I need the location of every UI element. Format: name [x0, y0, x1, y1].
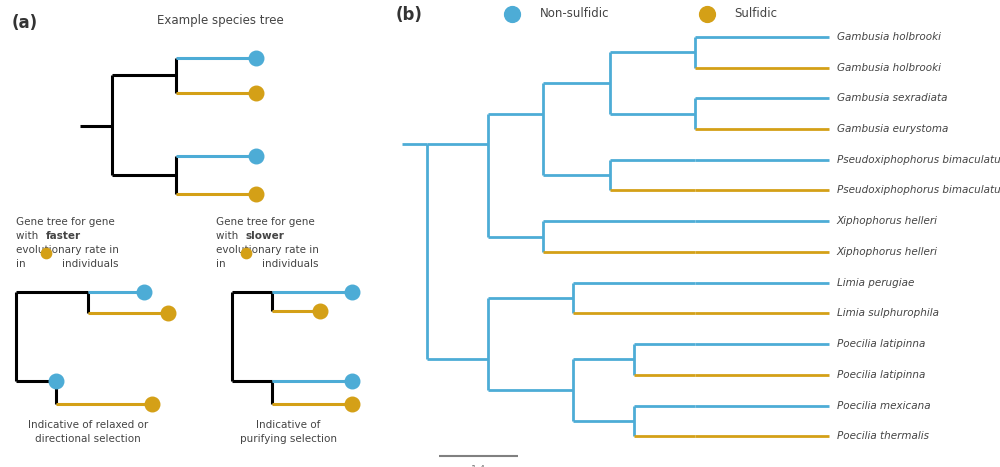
Point — [699, 10, 715, 18]
Text: (b): (b) — [396, 6, 423, 24]
Text: individuals: individuals — [62, 259, 119, 269]
Text: Pseudoxiphophorus bimaculatus: Pseudoxiphophorus bimaculatus — [837, 155, 1000, 165]
Text: Example species tree: Example species tree — [157, 14, 283, 27]
Point — [248, 90, 264, 97]
Point — [48, 377, 64, 384]
Text: Pseudoxiphophorus bimaculatus: Pseudoxiphophorus bimaculatus — [837, 185, 1000, 196]
Text: Poecilia thermalis: Poecilia thermalis — [837, 432, 929, 441]
Text: Sulfidic: Sulfidic — [735, 7, 778, 21]
Text: slower: slower — [246, 231, 285, 241]
Point — [248, 55, 264, 62]
Text: Non-sulfidic: Non-sulfidic — [539, 7, 609, 21]
Text: Gambusia holbrooki: Gambusia holbrooki — [837, 32, 941, 42]
Text: Gambusia sexradiata: Gambusia sexradiata — [837, 93, 947, 103]
Text: Xiphophorus helleri: Xiphophorus helleri — [837, 247, 938, 257]
Text: evolutionary rate in: evolutionary rate in — [16, 245, 119, 255]
Point — [344, 377, 360, 384]
Point — [504, 10, 520, 18]
Text: Gene tree for gene: Gene tree for gene — [16, 217, 115, 227]
Text: Gambusia eurystoma: Gambusia eurystoma — [837, 124, 948, 134]
Text: Gambusia holbrooki: Gambusia holbrooki — [837, 63, 941, 72]
Point — [144, 400, 160, 408]
Text: Limia perugiae: Limia perugiae — [837, 278, 914, 288]
Text: evolutionary rate in: evolutionary rate in — [216, 245, 319, 255]
Text: Poecilia latipinna: Poecilia latipinna — [837, 339, 925, 349]
Point — [312, 307, 328, 314]
Text: Xiphophorus helleri: Xiphophorus helleri — [837, 216, 938, 226]
Text: faster: faster — [46, 231, 81, 241]
Text: individuals: individuals — [262, 259, 318, 269]
Point — [248, 153, 264, 160]
Point — [38, 249, 54, 257]
Text: with: with — [216, 231, 242, 241]
Text: Poecilia latipinna: Poecilia latipinna — [837, 370, 925, 380]
Text: Indicative of relaxed or
directional selection: Indicative of relaxed or directional sel… — [28, 420, 148, 444]
Point — [160, 309, 176, 317]
Point — [238, 249, 254, 257]
Point — [344, 400, 360, 408]
Point — [136, 288, 152, 296]
Text: (a): (a) — [12, 14, 38, 32]
Text: Indicative of
purifying selection: Indicative of purifying selection — [240, 420, 336, 444]
Text: with: with — [16, 231, 42, 241]
Point — [344, 288, 360, 296]
Text: Limia sulphurophila: Limia sulphurophila — [837, 308, 939, 318]
Text: 1.4: 1.4 — [471, 465, 486, 467]
Text: Poecilia mexicana: Poecilia mexicana — [837, 401, 930, 410]
Text: Gene tree for gene: Gene tree for gene — [216, 217, 315, 227]
Text: in: in — [16, 259, 29, 269]
Point — [248, 190, 264, 198]
Text: in: in — [216, 259, 229, 269]
